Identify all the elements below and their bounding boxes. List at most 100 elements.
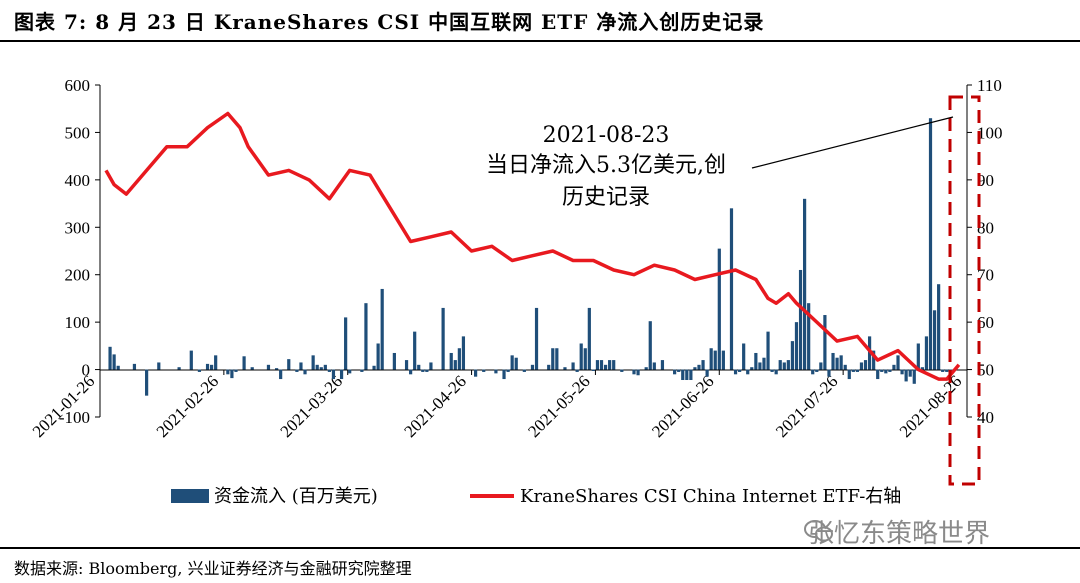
chart-title: 图表 7: 8 月 23 日 KraneShares CSI 中国互联网 ETF… [14,10,765,34]
left-tick-group: 600 500 400 300 200 100 0 -100 [59,76,100,427]
flow-bar [583,348,587,370]
flow-bar [339,369,344,380]
x-tick-label: 2021-04-26 [400,372,470,442]
flow-bar [746,369,750,375]
flow-bar [794,322,799,370]
flow-bar [693,367,697,370]
flow-bar [766,331,770,370]
flow-bar [494,369,498,374]
flow-bar [904,369,908,382]
flow-bar [620,369,624,372]
flow-bar [908,369,912,377]
title-divider [0,40,1080,42]
flow-bar [344,317,348,370]
flow-bar [709,348,713,370]
right-tick-label: 50 [977,361,994,380]
flow-bar [750,367,754,370]
flow-bar [713,350,717,370]
flow-bar [770,369,774,372]
flow-bar [429,362,433,370]
annotation-line2: 历史记录 [562,185,650,210]
flow-bar [376,343,380,370]
flow-bar [555,348,559,370]
flow-bar [843,364,847,370]
annotation-line1: 当日净流入5.3亿美元,创 [486,153,726,178]
annotation-leader-line [751,116,954,169]
flow-bar [847,369,851,380]
etf-price-line [104,111,961,381]
right-tick-label: 90 [977,171,994,190]
line-series-group [104,111,961,381]
flow-bar [786,360,790,370]
flow-bar [295,369,299,372]
flow-bar [482,369,486,372]
left-tick-label: 0 [82,361,91,380]
flow-bar [242,356,246,370]
highlight-box [948,95,981,486]
flow-bar [859,362,864,370]
flow-bar [404,360,409,370]
flow-bar [563,367,567,370]
flow-bar [851,369,855,372]
flow-bar [599,360,604,370]
flow-bar [717,248,721,370]
flow-bar [112,354,116,370]
x-tick-label: 2021-06-26 [648,372,718,442]
left-tick-label: 600 [65,76,91,95]
flow-bar [331,369,336,380]
flow-bar [534,307,539,370]
flow-bar [287,359,291,370]
flow-bar [648,321,652,370]
flow-bar [839,355,843,370]
flow-bar [323,364,327,370]
flow-bar [778,360,782,370]
legend-line-label: KraneShares CSI China Internet ETF-右轴 [520,486,901,507]
flow-bar [474,369,478,377]
flow-bar [644,367,648,370]
legend: 资金流入 (百万美元) KraneShares CSI China Intern… [171,486,901,507]
flow-bar [327,369,331,372]
flow-bar [303,369,307,375]
flow-bar [729,208,734,370]
flow-bar [210,364,214,370]
flow-bar [116,365,120,370]
flow-bar [364,303,368,370]
flow-bar [872,350,876,370]
bar-series [108,118,953,396]
flow-bar [234,369,238,372]
flow-bar [506,369,510,372]
flow-bar [132,363,137,370]
left-tick-label: 200 [65,266,91,285]
right-tick-label: 70 [977,266,994,285]
flow-bar [758,362,762,370]
flow-bar [924,336,929,370]
flow-bar [888,369,892,372]
flow-bar [449,352,453,370]
flow-bar [205,363,210,370]
x-tick-label: 2021-02-26 [153,372,223,442]
flow-bar [701,360,705,370]
flow-bar [798,269,803,370]
flow-bar [530,364,535,370]
x-tick-label: 2021-03-26 [277,372,347,442]
right-tick-label: 40 [977,408,994,427]
flow-bar [721,350,725,370]
left-tick-label: 300 [65,218,91,237]
flow-bar [274,368,279,370]
flow-bar [677,369,681,372]
wechat-icon [804,520,833,542]
flow-bar [920,367,924,370]
flow-bar [214,355,218,370]
x-tick-label: 2021-05-26 [524,372,594,442]
flow-bar [372,365,376,370]
flow-bar [945,369,949,372]
flow-bar [612,360,616,370]
flow-bar [880,369,884,372]
flow-bar [632,369,636,375]
flow-bar [266,364,271,370]
flow-bar [932,310,937,370]
flow-bar [197,369,202,372]
flow-bar [831,352,835,370]
flow-bar [733,369,738,375]
annotation-date: 2021-08-23 [543,123,670,148]
